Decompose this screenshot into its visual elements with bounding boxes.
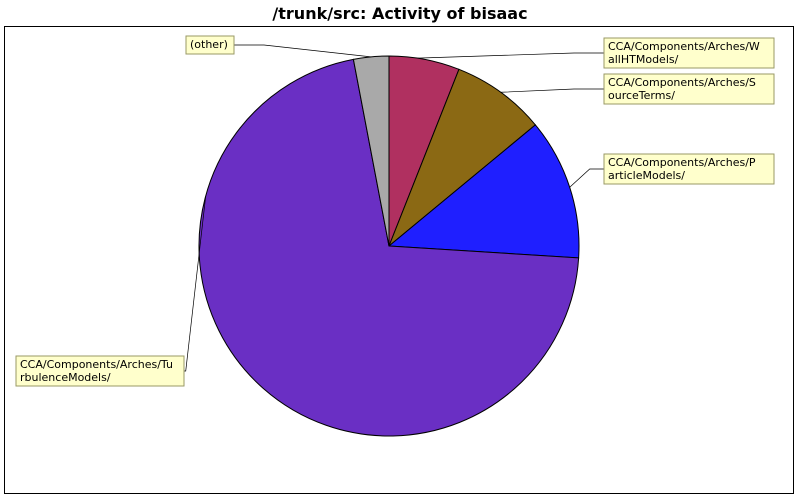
leader-particlemodels [570,169,604,187]
pie-slices [199,56,579,436]
chart-root: /trunk/src: Activity of bisaac CCA/Compo… [0,0,800,500]
pie-chart: CCA/Components/Arches/WallHTModels/CCA/C… [4,26,794,494]
leader-other [234,45,371,57]
label-text-other: (other) [190,38,228,51]
leader-sourceterms [501,89,604,92]
leader-wallht [418,53,604,58]
chart-title: /trunk/src: Activity of bisaac [0,4,800,23]
